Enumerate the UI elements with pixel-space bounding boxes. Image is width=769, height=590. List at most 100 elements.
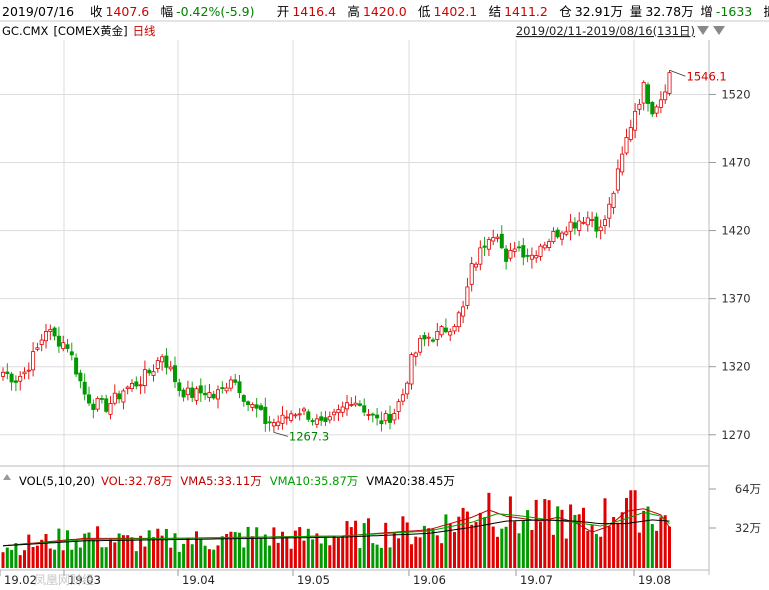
range-label[interactable]: 2019/02/11-2019/08/16(131日) [516,24,695,38]
candle [495,233,500,243]
candle [547,238,552,252]
candle-body [215,389,220,400]
candle [473,261,478,271]
candle [35,342,40,352]
volume-bar [491,526,495,568]
candle-body [332,411,337,416]
candle [456,310,461,333]
range-dropdown-icon[interactable] [697,26,709,35]
volume-bar [177,551,181,568]
candle [74,353,79,377]
candle-body [564,231,569,235]
candle-body [293,414,298,417]
low-marker-line [273,431,289,437]
candle [250,402,255,412]
instrument-name: [COMEX黄金] [53,24,127,38]
candle [452,324,457,335]
candle [332,408,337,422]
candle-body [207,392,212,399]
volume-bar [633,490,637,568]
volume-bar [496,536,499,568]
header-field-value: 1420.0 [363,4,407,19]
volume-bar [298,527,302,568]
volume-bar [246,526,250,568]
candle [551,227,556,244]
candle [344,394,349,416]
candle-body [22,371,27,375]
volume-bar [311,539,315,568]
candle [99,395,104,404]
candle [560,230,565,246]
candle-body [31,351,36,371]
candle-body [125,386,130,389]
volume-bar [560,509,564,568]
candle-body [151,371,156,376]
volume-bar [517,533,521,568]
header-field-value: -0.42%(-5.9) [176,4,254,19]
candle-body [267,421,272,424]
volume-bar [431,528,435,568]
candle-body [473,263,478,268]
header-field-value: 1411.2 [504,4,548,19]
candle [370,412,375,423]
candle [323,410,328,426]
volume-bar [405,522,409,568]
volume-bar [564,538,568,568]
candle-body [241,395,246,402]
candle-body [211,393,216,399]
volume-bar [87,532,91,568]
candle-body [203,392,208,396]
volume-collapse-icon[interactable] [3,474,11,480]
candle-body [9,373,14,383]
candle [362,398,367,417]
volume-bar [306,528,310,568]
volume-bar [53,549,57,568]
date-axis-label: 19.03 [68,573,101,587]
candle [117,390,122,404]
candle [405,381,410,399]
candle [418,335,423,356]
candle [439,325,444,338]
volume-legend-vol: VOL:32.78万 [101,474,172,488]
candle [491,229,496,246]
candle [392,408,397,425]
volume-bar [345,521,349,568]
date-axis-label: 19.08 [638,573,671,587]
candle [564,226,569,237]
volume-bar [276,542,280,568]
volume-bar [448,523,452,568]
candle-body [276,421,281,426]
candle-body [448,331,453,336]
volume-bar [461,507,465,568]
volume-bar [367,518,370,568]
candle [185,380,190,401]
volume-bar [139,535,143,568]
price-axis-labels: 1520 1470 1420 1370 1320 1270 [709,87,751,442]
candle-body [87,394,92,404]
volume-bar [190,544,194,568]
candle-body [512,248,517,252]
volume-bar [147,530,151,568]
candle-body [327,416,332,421]
candle [129,379,134,392]
candle [168,360,173,372]
price-axis-label: 1520 [721,87,750,101]
header-field-label: 量 [630,4,643,19]
volume-bar [534,499,538,568]
candle-body [572,222,577,229]
volume-bar [255,527,259,568]
candle [95,396,100,412]
candle-body [486,239,491,250]
volume-bar [143,546,147,568]
candle [108,396,113,420]
candle-body [482,245,487,248]
candle-body [499,233,504,249]
candle [465,277,470,310]
range-dropdown2-icon[interactable] [713,26,725,35]
header-field-value: 1416.4 [292,4,336,19]
volume-bar [293,530,297,568]
candle [435,322,440,347]
candle [658,91,663,114]
candle [512,241,517,258]
